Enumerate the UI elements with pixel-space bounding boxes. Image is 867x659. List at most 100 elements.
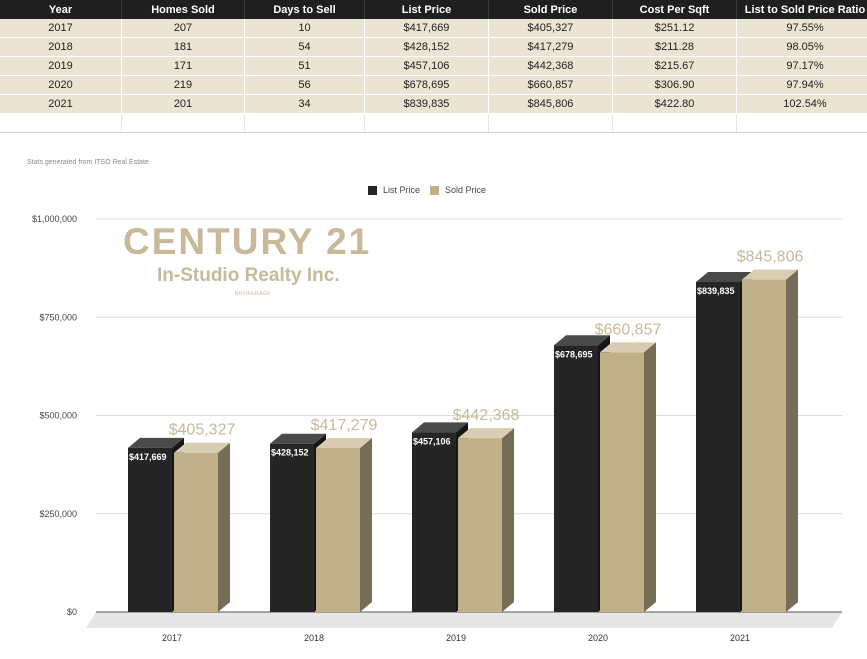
header-list-price: List Price xyxy=(364,0,489,19)
cell-ratio: 102.54% xyxy=(736,94,867,114)
x-tick-label: 2020 xyxy=(588,633,608,643)
bar-top-sold-price xyxy=(174,442,230,453)
x-tick-label: 2019 xyxy=(446,633,466,643)
y-tick-label: $250,000 xyxy=(39,509,77,519)
legend-item-sold-price: Sold Price xyxy=(430,185,486,195)
cell-year: 2020 xyxy=(0,75,122,95)
header-year: Year xyxy=(0,0,122,19)
bar-side-sold-price xyxy=(786,269,798,612)
cell-sold-price: $405,327 xyxy=(488,19,613,38)
legend-swatch-sold-price xyxy=(430,185,440,195)
cell-days-to-sell: 56 xyxy=(244,75,365,95)
cell-sold-price: $660,857 xyxy=(488,75,613,95)
bar-sold-price xyxy=(742,279,786,612)
bar-list-price xyxy=(128,447,172,612)
cell-list-price: $678,695 xyxy=(364,75,489,95)
cell-sold-price: $442,368 xyxy=(488,56,613,76)
cell-cost-per-sqft: $251.12 xyxy=(612,19,737,38)
bar-top-list-price xyxy=(270,433,326,444)
cell-list-price: $839,835 xyxy=(364,94,489,114)
cell-cost-per-sqft: $422.80 xyxy=(612,94,737,114)
data-label-list-price: $457,106 xyxy=(413,436,451,446)
table-header-row: Year Homes Sold Days to Sell List Price … xyxy=(0,0,867,19)
cell-list-price: $457,106 xyxy=(364,56,489,76)
cell-cost-per-sqft: $215.67 xyxy=(612,56,737,76)
cell-list-price: $417,669 xyxy=(364,19,489,38)
table-row: 2020 219 56 $678,695 $660,857 $306.90 97… xyxy=(0,75,867,95)
bar-side-sold-price xyxy=(502,428,514,612)
x-tick-label: 2021 xyxy=(730,633,750,643)
cell-year: 2017 xyxy=(0,19,122,38)
source-note: Stats generated from ITSO Real Estate xyxy=(27,159,149,166)
data-label-list-price: $678,695 xyxy=(555,349,593,359)
table-row: 2021 201 34 $839,835 $845,806 $422.80 10… xyxy=(0,94,867,114)
bar-top-sold-price xyxy=(458,428,514,439)
cell-days-to-sell: 51 xyxy=(244,56,365,76)
cell-ratio: 97.17% xyxy=(736,56,867,76)
bar-list-price xyxy=(270,443,314,612)
bar-sold-price xyxy=(316,448,360,612)
y-tick-label: $1,000,000 xyxy=(32,214,77,224)
y-tick-label: $0 xyxy=(67,607,77,617)
bar-side-sold-price xyxy=(218,442,230,612)
bar-top-list-price xyxy=(412,422,468,433)
bar-top-sold-price xyxy=(742,269,798,280)
cell-ratio: 98.05% xyxy=(736,37,867,57)
chart-floor xyxy=(86,612,842,628)
y-tick-label: $750,000 xyxy=(39,312,77,322)
data-label-sold-price: $845,806 xyxy=(737,249,804,266)
logo-tag-text: BROKERAGE xyxy=(235,291,272,297)
cell-cost-per-sqft: $306.90 xyxy=(612,75,737,95)
cell-days-to-sell: 34 xyxy=(244,94,365,114)
cell-days-to-sell: 54 xyxy=(244,37,365,57)
header-days-to-sell: Days to Sell xyxy=(244,0,365,19)
bar-sold-price xyxy=(600,352,644,612)
chart-legend: List Price Sold Price xyxy=(368,185,496,195)
data-label-sold-price: $405,327 xyxy=(169,422,236,439)
cell-sold-price: $845,806 xyxy=(488,94,613,114)
logo-sub-text: In-Studio Realty Inc. xyxy=(157,265,340,286)
stats-table: Year Homes Sold Days to Sell List Price … xyxy=(0,0,867,133)
bar-side-sold-price xyxy=(644,342,656,612)
data-label-list-price: $428,152 xyxy=(271,448,309,458)
bar-top-sold-price xyxy=(600,342,656,353)
legend-swatch-list-price xyxy=(368,185,377,195)
bar-list-price xyxy=(696,281,740,612)
cell-days-to-sell: 10 xyxy=(244,19,365,38)
cell-homes-sold: 207 xyxy=(121,19,245,38)
x-tick-label: 2018 xyxy=(304,633,324,643)
data-label-sold-price: $660,857 xyxy=(595,321,662,338)
header-homes-sold: Homes Sold xyxy=(121,0,245,19)
bar-top-sold-price xyxy=(316,438,372,449)
header-ratio: List to Sold Price Ratio xyxy=(736,0,867,19)
data-label-sold-price: $417,279 xyxy=(311,417,378,434)
bar-side-sold-price xyxy=(360,438,372,612)
bar-sold-price xyxy=(174,452,218,612)
cell-year: 2021 xyxy=(0,94,122,114)
header-cost-per-sqft: Cost Per Sqft xyxy=(612,0,737,19)
legend-label-sold-price: Sold Price xyxy=(445,185,487,195)
cell-homes-sold: 181 xyxy=(121,37,245,57)
header-sold-price: Sold Price xyxy=(488,0,613,19)
legend-item-list-price: List Price xyxy=(368,185,420,195)
cell-sold-price: $417,279 xyxy=(488,37,613,57)
bar-top-list-price xyxy=(696,271,752,282)
cell-cost-per-sqft: $211.28 xyxy=(612,37,737,57)
data-label-list-price: $839,835 xyxy=(697,286,735,296)
cell-year: 2019 xyxy=(0,56,122,76)
data-label-sold-price: $442,368 xyxy=(453,407,520,424)
bar-sold-price xyxy=(458,438,502,612)
cell-ratio: 97.94% xyxy=(736,75,867,95)
bar-list-price xyxy=(412,432,456,612)
y-tick-label: $500,000 xyxy=(39,411,77,421)
century21-logo: CENTURY 21 In-Studio Realty Inc. BROKERA… xyxy=(123,221,383,298)
cell-year: 2018 xyxy=(0,37,122,57)
cell-list-price: $428,152 xyxy=(364,37,489,57)
bar-top-list-price xyxy=(128,437,184,448)
cell-homes-sold: 171 xyxy=(121,56,245,76)
x-tick-label: 2017 xyxy=(162,633,182,643)
cell-homes-sold: 219 xyxy=(121,75,245,95)
legend-label-list-price: List Price xyxy=(383,185,421,195)
logo-main-text: CENTURY 21 xyxy=(123,221,372,262)
